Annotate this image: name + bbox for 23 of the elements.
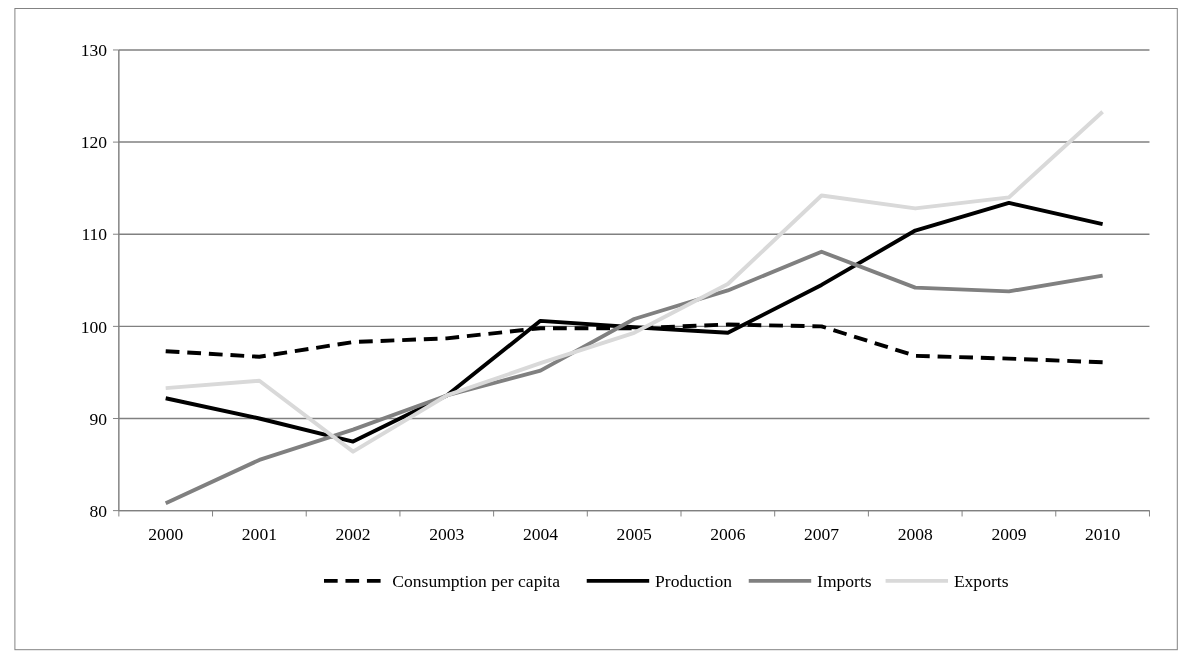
- x-tick-label: 2002: [335, 523, 371, 544]
- legend-label: Imports: [817, 571, 872, 592]
- x-tick-label: 2007: [804, 523, 840, 544]
- x-tick-label: 2001: [241, 523, 277, 544]
- x-tick-label: 2009: [991, 523, 1027, 544]
- y-tick-label: 120: [80, 132, 108, 153]
- y-tick-label: 100: [80, 316, 108, 337]
- x-tick-label: 2008: [897, 523, 934, 544]
- x-tick-label: 2006: [710, 523, 746, 544]
- x-tick-label: 2000: [148, 523, 184, 544]
- y-tick-label: 90: [89, 408, 108, 429]
- x-tick-label: 2004: [522, 523, 559, 544]
- y-tick-label: 80: [89, 500, 108, 521]
- y-tick-label: 130: [80, 40, 108, 61]
- legend-label: Production: [655, 571, 733, 592]
- legend-label: Exports: [953, 571, 1009, 592]
- x-tick-label: 2005: [616, 523, 652, 544]
- line-series: [163, 109, 1105, 454]
- legend-label: Consumption per capita: [392, 571, 561, 592]
- y-tick-label: 110: [81, 224, 108, 245]
- x-tick-label: 2010: [1085, 523, 1121, 544]
- line-series: [163, 200, 1105, 444]
- x-tick-label: 2003: [429, 523, 465, 544]
